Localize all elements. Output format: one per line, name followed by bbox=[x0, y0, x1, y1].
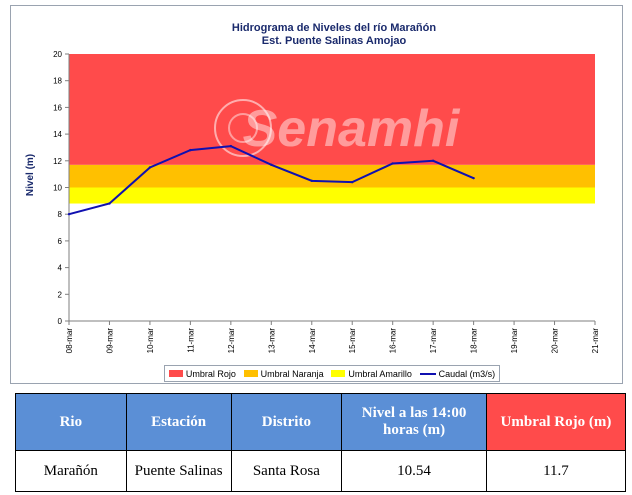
axes: 0 2 4 6 8 10 12 14 16 18 20 08-mar 09-mar 10-mar 11-ma… bbox=[53, 50, 600, 353]
chart-frame: Hidrograma de Niveles del río Marañón Es… bbox=[10, 5, 623, 384]
chart-legend: Umbral Rojo Umbral Naranja Umbral Amaril… bbox=[164, 365, 500, 382]
chart-subtitle: Est. Puente Salinas Amojao bbox=[262, 35, 407, 47]
header-distrito: Distrito bbox=[230, 393, 343, 451]
x-tick-label: 15-mar bbox=[348, 328, 357, 354]
y-tick-label: 10 bbox=[53, 184, 62, 193]
x-tick-label: 16-mar bbox=[389, 328, 398, 354]
legend-swatch-line bbox=[419, 372, 436, 375]
legend-swatch-yellow bbox=[331, 370, 346, 377]
table-header-row: Rio Estación Distrito Nivel a las 14:00 … bbox=[15, 393, 627, 451]
x-tick-label: 11-mar bbox=[186, 328, 195, 353]
cell-rio: Marañón bbox=[15, 450, 127, 492]
series-point bbox=[108, 202, 111, 205]
watermark-text: Senamhi bbox=[243, 100, 461, 158]
x-tick-label: 14-mar bbox=[308, 328, 317, 354]
band-umbral-naranja bbox=[69, 164, 595, 188]
y-tick-label: 4 bbox=[58, 264, 63, 273]
watermark: Senamhi bbox=[214, 99, 461, 158]
header-umbral-rojo: Umbral Rojo (m) bbox=[485, 393, 627, 451]
x-tick-label: 09-mar bbox=[105, 328, 114, 354]
header-rio: Rio bbox=[15, 393, 127, 451]
station-table: Rio Estación Distrito Nivel a las 14:00 … bbox=[15, 393, 627, 492]
y-tick-label: 14 bbox=[53, 130, 62, 139]
series-point bbox=[148, 166, 152, 169]
cell-nivel: 10.54 bbox=[341, 450, 487, 492]
series-point bbox=[431, 159, 435, 162]
legend-label: Caudal (m3/s) bbox=[438, 368, 496, 379]
header-estacion: Estación bbox=[125, 393, 232, 451]
x-tick-label: 12-mar bbox=[227, 328, 236, 354]
legend-label: Umbral Naranja bbox=[260, 368, 324, 379]
cell-estacion: Puente Salinas bbox=[125, 450, 232, 492]
y-tick-label: 20 bbox=[53, 50, 62, 59]
header-nivel: Nivel a las 14:00 horas (m) bbox=[341, 393, 487, 451]
series-point bbox=[229, 144, 233, 148]
x-tick-label: 18-mar bbox=[470, 328, 479, 354]
y-tick-label: 2 bbox=[58, 290, 63, 299]
cell-umbral-rojo: 11.7 bbox=[485, 450, 627, 492]
legend-swatch-red bbox=[168, 370, 183, 377]
series-layer bbox=[67, 144, 475, 216]
series-point bbox=[391, 162, 394, 165]
series-point bbox=[310, 179, 313, 183]
watermark-sun-core-icon bbox=[228, 113, 258, 143]
y-tick-label: 6 bbox=[58, 237, 63, 246]
y-axis-label: Nivel (m) bbox=[25, 154, 36, 196]
legend-label: Umbral Rojo bbox=[185, 368, 236, 379]
legend-label: Umbral Amarillo bbox=[348, 368, 412, 379]
series-point bbox=[67, 213, 71, 216]
hydrograph-chart: Hidrograma de Niveles del río Marañón Es… bbox=[25, 22, 600, 353]
threshold-bands bbox=[69, 54, 595, 204]
series-point bbox=[351, 180, 354, 184]
table-row: Marañón Puente Salinas Santa Rosa 10.54 … bbox=[15, 450, 627, 492]
chart-title: Hidrograma de Niveles del río Marañón bbox=[232, 22, 436, 34]
series-point bbox=[189, 148, 192, 152]
y-tick-label: 8 bbox=[58, 210, 63, 219]
y-tick-label: 18 bbox=[53, 77, 62, 86]
series-point bbox=[270, 163, 273, 167]
series-point bbox=[472, 176, 475, 180]
x-tick-label: 17-mar bbox=[429, 328, 438, 354]
x-tick-label: 21-mar bbox=[591, 328, 600, 354]
x-tick-label: 20-mar bbox=[551, 328, 560, 354]
cell-distrito: Santa Rosa bbox=[230, 450, 343, 492]
y-tick-label: 16 bbox=[53, 103, 62, 112]
legend-item-umbral-amarillo: Umbral Amarillo bbox=[331, 369, 412, 379]
legend-swatch-orange bbox=[243, 370, 258, 377]
legend-item-umbral-rojo: Umbral Rojo bbox=[168, 368, 236, 379]
band-umbral-rojo bbox=[69, 54, 595, 165]
legend-item-umbral-naranja: Umbral Naranja bbox=[243, 368, 324, 379]
watermark-sun-icon bbox=[214, 99, 272, 157]
band-umbral-amarillo bbox=[69, 187, 595, 204]
x-tick-label: 19-mar bbox=[510, 328, 519, 354]
x-tick-label: 13-mar bbox=[267, 328, 276, 354]
legend-item-caudal: Caudal (m3/s) bbox=[419, 368, 496, 379]
x-tick-label: 08-mar bbox=[65, 328, 74, 354]
y-tick-label: 12 bbox=[53, 157, 62, 166]
x-tick-label: 10-mar bbox=[146, 328, 155, 354]
y-tick-label: 0 bbox=[58, 317, 63, 326]
